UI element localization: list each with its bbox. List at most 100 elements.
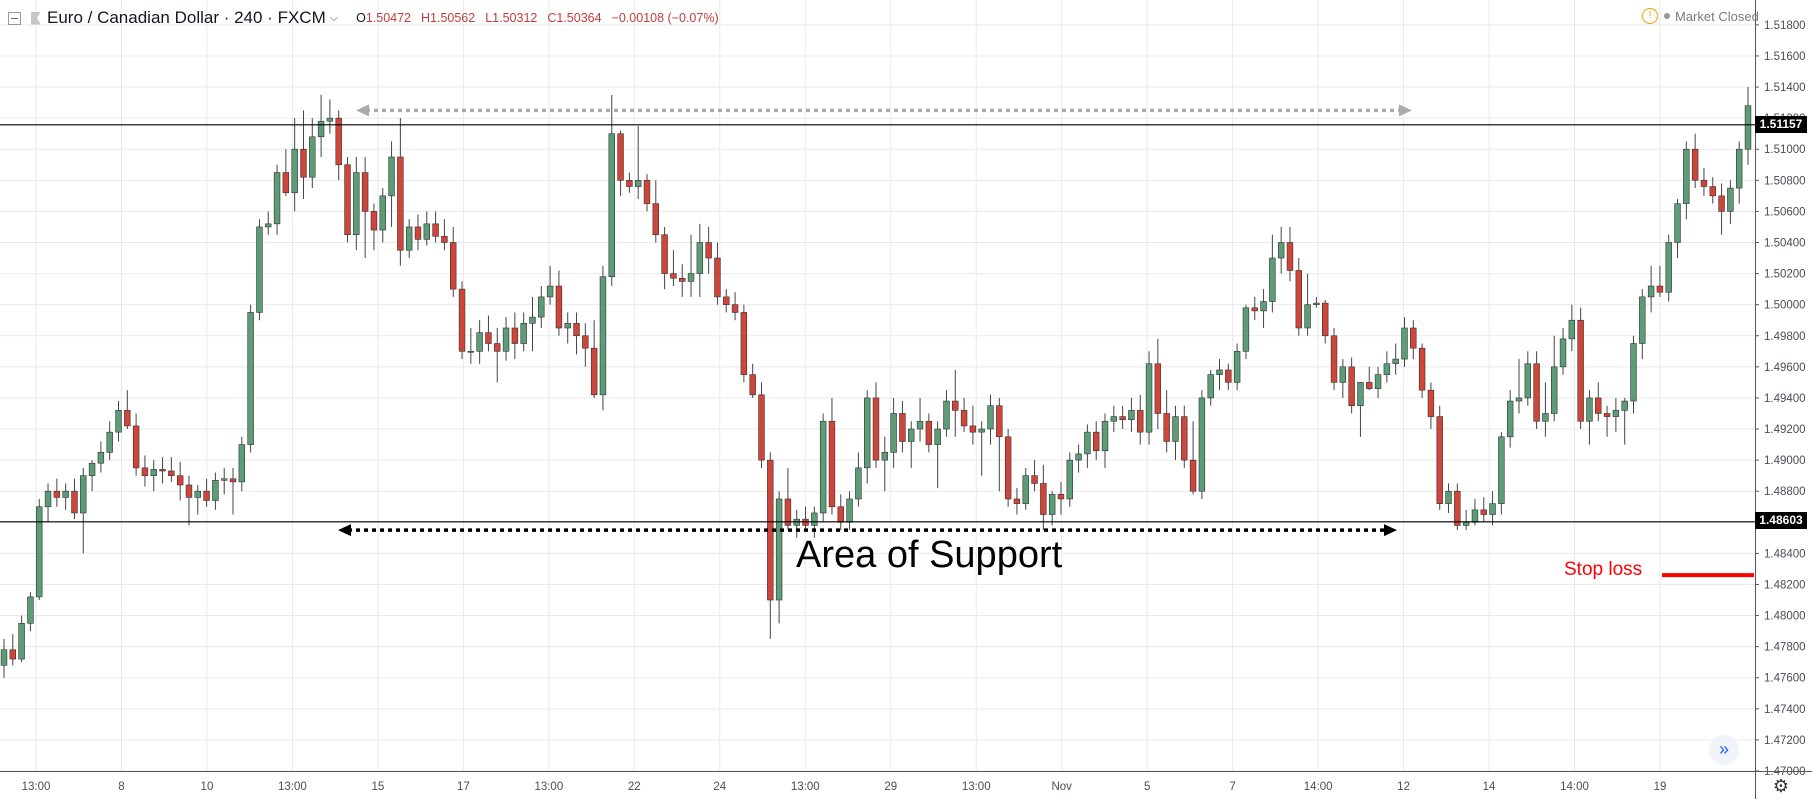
candle-up xyxy=(1277,242,1285,259)
candle-down xyxy=(1286,242,1294,271)
candle-up xyxy=(863,397,871,469)
x-tick-label: 10 xyxy=(201,781,214,793)
candle-down xyxy=(1092,431,1100,452)
candle-down xyxy=(458,288,466,352)
candle-up xyxy=(0,649,8,666)
candle-up xyxy=(538,296,545,318)
change-value: −0.00108 (−0.07%) xyxy=(611,11,719,25)
candle-down xyxy=(176,475,184,486)
candle-down xyxy=(1410,327,1417,349)
candle-down xyxy=(1137,410,1144,433)
candle-down xyxy=(749,374,756,396)
candle-down xyxy=(952,400,959,411)
support-range-arrow-head-left xyxy=(338,524,351,537)
candle-down xyxy=(1189,459,1197,492)
candle-up xyxy=(150,469,157,476)
candle-down xyxy=(1436,416,1443,504)
candle-down xyxy=(555,285,563,329)
candle-down xyxy=(1163,413,1170,442)
candle-down xyxy=(1154,363,1162,414)
candle-down xyxy=(1577,319,1584,422)
candle-down xyxy=(1718,195,1725,212)
candle-up xyxy=(405,226,413,251)
symbol-title[interactable]: Euro / Canadian Dollar · 240 · FXCM xyxy=(47,8,326,27)
candle-up xyxy=(1445,490,1452,504)
candle-up xyxy=(1647,285,1655,298)
y-tick-label: 1.47800 xyxy=(1764,642,1806,654)
candle-down xyxy=(960,410,968,427)
candle-up xyxy=(1665,242,1672,293)
candle-down xyxy=(1603,413,1611,417)
x-tick-label: 13:00 xyxy=(962,781,991,793)
y-tick-label: 1.51000 xyxy=(1764,144,1806,156)
collapse-icon[interactable] xyxy=(8,11,21,25)
double-chevron-right-icon[interactable]: » xyxy=(1709,735,1739,765)
candle-up xyxy=(529,316,536,324)
y-tick-label: 1.48400 xyxy=(1764,548,1806,560)
candle-down xyxy=(1004,436,1012,500)
y-tick-label: 1.47200 xyxy=(1764,735,1806,747)
candle-down xyxy=(1700,180,1708,187)
candle-up xyxy=(1110,416,1118,422)
candle-down xyxy=(1181,416,1188,461)
open-number: 1.50472 xyxy=(365,11,411,25)
candle-up xyxy=(987,405,994,430)
candle-up xyxy=(564,323,571,329)
y-tick-label: 1.49800 xyxy=(1764,331,1806,343)
candle-up xyxy=(890,413,897,453)
y-tick-label: 1.50800 xyxy=(1764,175,1806,187)
low-value: L1.50312 xyxy=(485,11,537,25)
y-tick-label: 1.49200 xyxy=(1764,424,1806,436)
candle-down xyxy=(996,405,1003,438)
candle-down xyxy=(784,498,792,526)
y-tick-label: 1.49400 xyxy=(1764,393,1806,405)
candle-down xyxy=(731,304,739,313)
candle-up xyxy=(1374,374,1382,389)
candle-down xyxy=(1225,369,1232,383)
candle-up xyxy=(819,420,827,514)
candle-up xyxy=(1207,374,1214,399)
candle-down xyxy=(185,484,193,498)
candle-down xyxy=(679,277,686,282)
x-tick-label: 24 xyxy=(713,781,726,793)
candle-up xyxy=(476,332,483,352)
candle-up xyxy=(220,478,228,481)
y-tick-label: 1.50000 xyxy=(1764,300,1806,312)
x-tick-label: 14:00 xyxy=(1560,781,1589,793)
candle-up xyxy=(1471,509,1479,523)
candle-up xyxy=(212,480,219,501)
candle-up xyxy=(978,428,985,433)
candle-down xyxy=(1119,416,1126,420)
candle-down xyxy=(1057,494,1065,500)
candle-up xyxy=(943,400,950,430)
candle-up xyxy=(379,195,386,231)
candle-down xyxy=(1691,148,1699,181)
y-tick-label: 1.48200 xyxy=(1764,579,1806,591)
candle-up xyxy=(265,223,272,228)
candle-up xyxy=(44,490,52,508)
y-tick-label: 1.51400 xyxy=(1764,82,1806,94)
support-price-tag: 1.48603 xyxy=(1755,512,1807,529)
x-tick-label: 13:00 xyxy=(278,781,307,793)
candle-down xyxy=(705,242,712,259)
candle-up xyxy=(247,312,254,445)
candle-up xyxy=(1022,475,1029,504)
candle-up xyxy=(1233,351,1241,383)
candle-down xyxy=(344,164,351,236)
candle-up xyxy=(62,490,69,498)
candle-down xyxy=(1533,363,1540,422)
chevron-down-icon[interactable]: ⌵ xyxy=(329,11,339,24)
market-status[interactable]: ! Market Closed xyxy=(1642,8,1759,24)
candle-up xyxy=(353,172,360,236)
gear-icon[interactable]: ⚙ xyxy=(1772,776,1790,796)
candle-up xyxy=(1048,494,1056,515)
candle-up xyxy=(467,351,475,353)
candle-up xyxy=(291,148,298,194)
candle-down xyxy=(1348,366,1355,407)
y-tick-label: 1.47400 xyxy=(1764,704,1806,716)
candle-down xyxy=(494,343,501,352)
candle-down xyxy=(397,156,404,251)
candle-down xyxy=(132,425,140,469)
